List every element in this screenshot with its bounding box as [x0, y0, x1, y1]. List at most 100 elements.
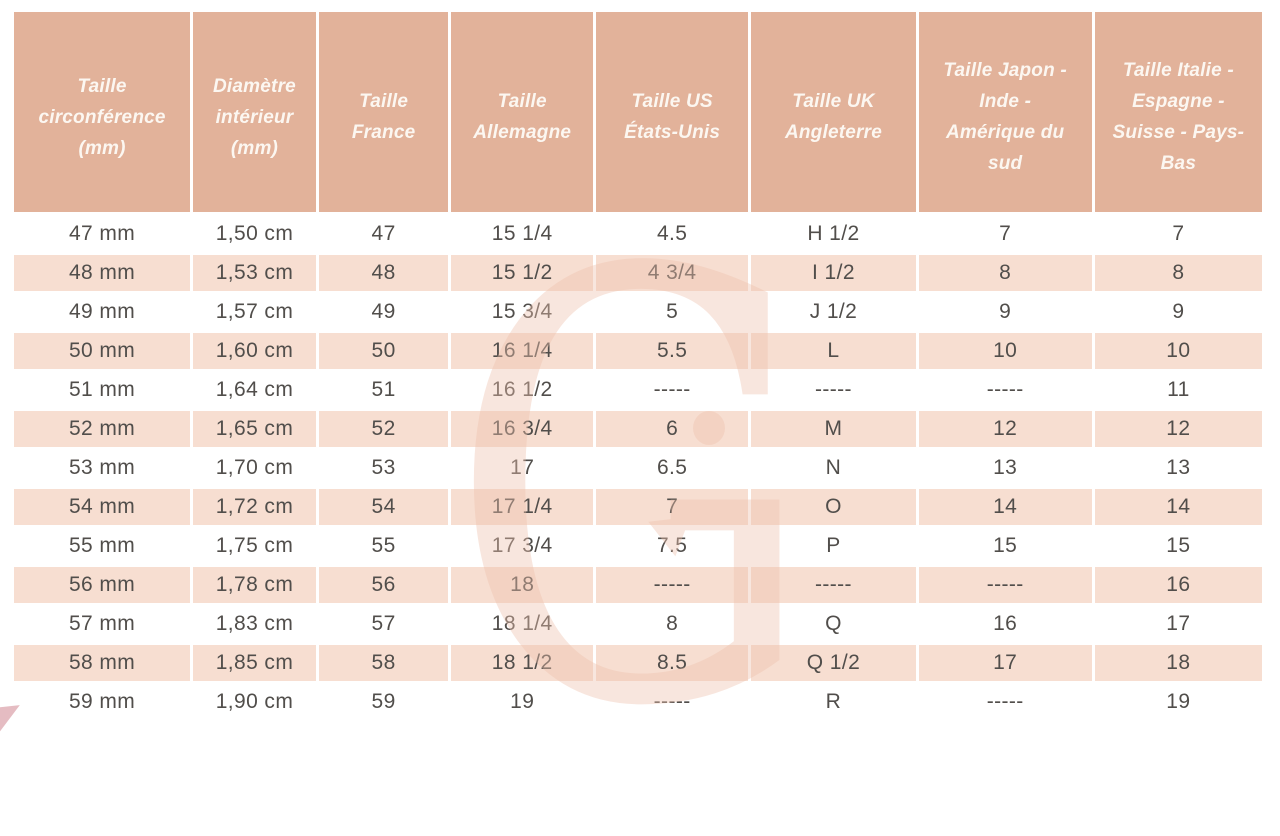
table-cell: 56	[318, 567, 449, 603]
table-cell: N	[825, 456, 842, 479]
table-cell: 1,53 cm	[193, 255, 316, 291]
table-cell: 50 mm	[14, 333, 191, 369]
table-cell: 4.5	[656, 222, 688, 245]
table-cell: Q	[825, 612, 842, 635]
table-cell: 47 mm	[68, 222, 136, 245]
table-cell: 1,50 cm	[215, 222, 294, 245]
table-cell: 16	[993, 612, 1018, 635]
column-header-6: Taille UK Angleterre	[751, 12, 916, 212]
table-cell: 53 mm	[68, 456, 136, 479]
table-cell: -----	[986, 378, 1024, 401]
table-cell: Q 1/2	[751, 645, 916, 681]
table-cell: J 1/2	[809, 300, 858, 323]
table-cell: 17	[510, 456, 535, 479]
column-header-8: Taille Italie - Espagne - Suisse - Pays-…	[1094, 12, 1262, 212]
table-cell: 1,65 cm	[193, 411, 316, 447]
column-header-5: Taille US États-Unis	[595, 12, 749, 212]
table-cell: 52 mm	[14, 411, 191, 447]
table-cell: 15 3/4	[491, 300, 553, 323]
table-cell: -----	[814, 378, 852, 401]
table-cell: 16 1/4	[451, 333, 593, 369]
table-cell: 5	[666, 300, 679, 323]
table-cell: M	[751, 411, 916, 447]
table-cell: 8	[1094, 255, 1262, 291]
table-cell: -----	[653, 378, 691, 401]
table-cell: 8.5	[595, 645, 749, 681]
table-cell: 48 mm	[14, 255, 191, 291]
column-header-7: Taille Japon - Inde - Amérique du sud	[918, 12, 1092, 212]
table-cell: 51	[371, 378, 396, 401]
table-cell: 17	[918, 645, 1092, 681]
table-cell: 50	[318, 333, 449, 369]
table-cell: 18 1/2	[451, 645, 593, 681]
table-cell: 14	[1094, 489, 1262, 525]
table-cell: I 1/2	[751, 255, 916, 291]
table-cell: 15 1/4	[491, 222, 553, 245]
table-cell: 17 1/4	[451, 489, 593, 525]
table-cell: 1,78 cm	[193, 567, 316, 603]
table-cell: H 1/2	[807, 222, 860, 245]
table-cell: -----	[918, 567, 1092, 603]
table-body: 47 mm 1,50 cm 47 15 1/4 4.5 H 1/2 7 7 48 mm 1,53 …	[14, 216, 1262, 720]
table-cell: 9	[1172, 300, 1185, 323]
table-cell: 16	[1094, 567, 1262, 603]
column-header-4: Taille Allemagne	[451, 12, 593, 212]
table-cell: 5.5	[595, 333, 749, 369]
table-cell: 11	[1167, 378, 1190, 401]
table-cell: R	[825, 690, 842, 713]
table-cell: 19	[510, 690, 535, 713]
table-cell: 58	[318, 645, 449, 681]
table-row: 56 mm 1,78 cm 56 18 ----- ----- ----- 16	[14, 567, 1262, 603]
table-row: 48 mm 1,53 cm 48 15 1/2 4 3/4 I 1/2 8 8	[14, 255, 1262, 291]
table-cell: 13	[1166, 456, 1191, 479]
table-cell: 18	[451, 567, 593, 603]
table-cell: 17	[1166, 612, 1191, 635]
table-cell: 48	[318, 255, 449, 291]
table-cell: 49	[371, 300, 396, 323]
table-cell: 55 mm	[68, 534, 136, 557]
table-cell: 15 1/2	[451, 255, 593, 291]
table-cell: -----	[595, 567, 749, 603]
table-cell: 18 1/4	[491, 612, 553, 635]
table-cell: 12	[918, 411, 1092, 447]
table-cell: 6	[595, 411, 749, 447]
table-cell: L	[751, 333, 916, 369]
table-cell: 1,72 cm	[193, 489, 316, 525]
table-cell: -----	[986, 690, 1024, 713]
table-cell: 53	[371, 456, 396, 479]
table-cell: 7	[595, 489, 749, 525]
table-cell: 1,70 cm	[215, 456, 294, 479]
table-cell: 8	[918, 255, 1092, 291]
table-cell: 1,75 cm	[215, 534, 294, 557]
table-cell: 9	[999, 300, 1012, 323]
table-cell: 1,90 cm	[215, 690, 294, 713]
table-cell: 57 mm	[68, 612, 136, 635]
table-cell: 6.5	[656, 456, 688, 479]
table-row: 57 mm 1,83 cm 57 18 1/4 8 Q 16 17	[14, 606, 1262, 642]
table-cell: 1,85 cm	[193, 645, 316, 681]
table-cell: 54	[318, 489, 449, 525]
table-row: 58 mm 1,85 cm 58 18 1/2 8.5 Q 1/2 17 18	[14, 645, 1262, 681]
table-cell: 7	[1172, 222, 1185, 245]
table-row: 55 mm 1,75 cm 55 17 3/4 7.5 P 15 15	[14, 528, 1262, 564]
table-cell: -----	[653, 690, 691, 713]
table-cell: 59 mm	[68, 690, 136, 713]
table-cell: 7	[999, 222, 1012, 245]
table-cell: 14	[918, 489, 1092, 525]
table-row: 47 mm 1,50 cm 47 15 1/4 4.5 H 1/2 7 7	[14, 216, 1262, 252]
table-row: 52 mm 1,65 cm 52 16 3/4 6 M 12 12	[14, 411, 1262, 447]
table-cell: 49 mm	[68, 300, 136, 323]
table-cell: 4 3/4	[595, 255, 749, 291]
table-cell: 1,60 cm	[193, 333, 316, 369]
table-cell: 56 mm	[14, 567, 191, 603]
table-row: 51 mm 1,64 cm 51 16 1/2 ----- ----- ----- 11	[14, 372, 1262, 408]
table-cell: -----	[751, 567, 916, 603]
table-cell: 18	[1094, 645, 1262, 681]
table-row: 54 mm 1,72 cm 54 17 1/4 7 O 14 14	[14, 489, 1262, 525]
table-cell: 57	[371, 612, 396, 635]
table-cell: P	[826, 534, 841, 557]
table-cell: 12	[1094, 411, 1262, 447]
table-cell: 55	[371, 534, 396, 557]
table-cell: 16 3/4	[451, 411, 593, 447]
column-header-3: Taille France	[318, 12, 449, 212]
